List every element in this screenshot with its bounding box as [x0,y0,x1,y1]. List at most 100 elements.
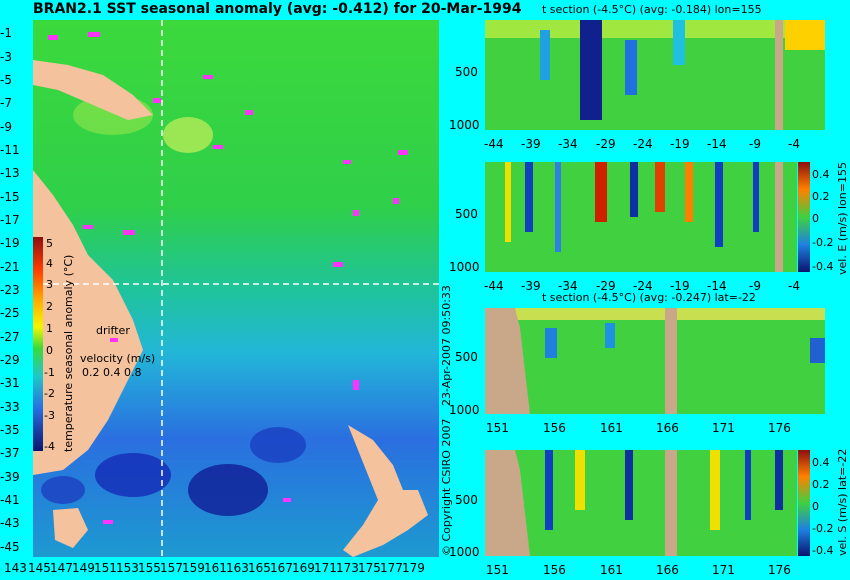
panel1-xtick: -39 [521,137,541,151]
lat-tick: -33 [0,400,20,414]
panel3-xtick: 171 [712,421,735,435]
panel3-xtick: 161 [600,421,623,435]
panel1-xtick: -19 [670,137,690,151]
panel4-cbar-tick: 0.2 [812,478,830,491]
panel3-title: t section (-4.5°C) (avg: -0.247) lat=-22 [542,291,756,304]
panel3-xtick: 151 [486,421,509,435]
panel4-cbar-tick: -0.4 [812,544,834,557]
panel2-xtick: -24 [633,279,653,293]
panel2-xtick: -9 [749,279,761,293]
lat-tick: -39 [0,470,20,484]
panel4-cbar-tick: 0 [812,500,819,513]
lat-tick: -7 [0,96,12,110]
panel2-ytick: 500 [455,207,478,221]
australia-landmass [33,170,143,475]
drifter-legend-swatch [110,338,118,342]
panel2-cbar-tick: -0.4 [812,260,834,273]
lon-tick: 163 [226,561,249,575]
lon-tick: 175 [358,561,381,575]
panel2-xtick: -29 [596,279,616,293]
panel1-xtick: -29 [596,137,616,151]
colorbar-tick: 3 [46,278,53,291]
colorbar-tick: -2 [44,387,55,400]
colorbar-tick: 0 [46,344,53,357]
panel2-ytick: 1000 [449,260,480,274]
velocity-legend: velocity (m/s) [80,352,156,365]
panel1-xtick: -34 [558,137,578,151]
lon-tick: 157 [160,561,183,575]
panel1-xtick: -9 [749,137,761,151]
lat-tick: -43 [0,516,20,530]
panel4-section[interactable] [485,450,797,556]
lat-tick: -23 [0,283,20,297]
lat-tick: -35 [0,423,20,437]
panel4-side-label: vel. S (m/s) lat=-22 [836,448,849,556]
panel4-ytick: 1000 [449,545,480,559]
panel3-xtick: 156 [543,421,566,435]
map-title: BRAN2.1 SST seasonal anomaly (avg: -0.41… [33,1,522,17]
drifter-legend: drifter [96,324,130,337]
colorbar-label: temperature seasonal anomaly (°C) [62,254,75,452]
lat-tick: -41 [0,493,20,507]
copyright-text: © Copyright CSIRO 2007 [440,418,453,556]
lat-tick: -5 [0,73,12,87]
lon-tick: 161 [204,561,227,575]
panel3-ytick: 1000 [449,403,480,417]
sst-anomaly-map[interactable] [33,20,439,557]
colorbar-tick: 2 [46,300,53,313]
panel4-xtick: 171 [712,563,735,577]
lat-tick: -15 [0,190,20,204]
lon-tick: 173 [336,561,359,575]
lon-tick: 153 [116,561,139,575]
panel1-xtick: -4 [788,137,800,151]
panel1-xtick: -44 [484,137,504,151]
lon-tick: 179 [402,561,425,575]
panel2-side-label: vel. E (m/s) lon=155 [836,162,849,275]
lon-tick: 167 [270,561,293,575]
panel2-section[interactable] [485,162,797,272]
panel1-section[interactable] [485,20,825,130]
panel2-xtick: -34 [558,279,578,293]
map-canvas [33,20,439,557]
colorbar-tick: 4 [46,257,53,270]
panel2-xtick: -14 [707,279,727,293]
colorbar-tick: -1 [44,366,55,379]
panel2-xtick: -39 [521,279,541,293]
panel3-section[interactable] [485,308,825,414]
panel3-xtick: 166 [656,421,679,435]
lat-tick: -37 [0,446,20,460]
lat-tick: -1 [0,26,12,40]
new-guinea-landmass [33,60,153,120]
panel2-cbar-tick: -0.2 [812,236,834,249]
panel4-cbar-tick: 0.4 [812,456,830,469]
panel4-canvas [485,450,797,556]
panel4-xtick: 176 [768,563,791,577]
panel1-ytick: 500 [455,65,478,79]
colorbar-tick: -4 [44,440,55,453]
lat-tick: -29 [0,353,20,367]
panel2-xtick: -4 [788,279,800,293]
panel4-xtick: 166 [656,563,679,577]
lon-tick: 159 [182,561,205,575]
lat-tick: -25 [0,306,20,320]
colorbar-tick: 1 [46,322,53,335]
lon-tick: 165 [248,561,271,575]
lon-tick: 155 [138,561,161,575]
panel1-title: t section (-4.5°C) (avg: -0.184) lon=155 [542,3,762,16]
panel4-xtick: 151 [486,563,509,577]
colorbar-tick: 5 [46,237,53,250]
panel3-xtick: 176 [768,421,791,435]
panel4-xtick: 161 [600,563,623,577]
panel4-xtick: 156 [543,563,566,577]
lat-tick: -45 [0,540,20,554]
tasmania-landmass [53,508,88,548]
lat-tick: -17 [0,213,20,227]
panel4-colorbar [798,450,810,556]
lon-tick: 143 [4,561,27,575]
velocity-scale: 0.2 0.4 0.8 [82,366,142,379]
panel3-ytick: 500 [455,350,478,364]
lon-tick: 169 [292,561,315,575]
lat-tick: -19 [0,236,20,250]
panel2-cbar-tick: 0.4 [812,168,830,181]
panel4-cbar-tick: -0.2 [812,522,834,535]
